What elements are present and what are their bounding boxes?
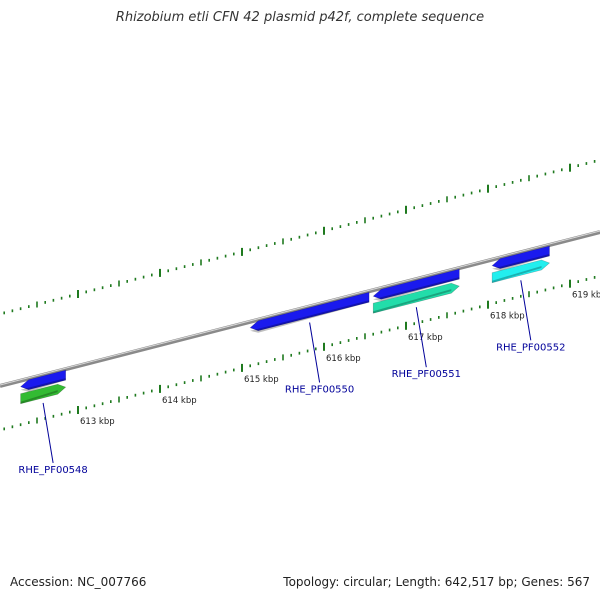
accession-text: Accession: NC_007766 [10, 575, 147, 589]
gene-label-leader [309, 322, 321, 383]
gene-rhe-pf00550-shade [250, 300, 370, 333]
gene-label[interactable]: RHE_PF00550 [285, 385, 354, 396]
gene-arrow-shade [492, 254, 550, 271]
upper-tick-row [3, 160, 596, 315]
tick-layer [3, 160, 596, 431]
scale-label: 615 kbp [244, 375, 279, 385]
scale-label: 617 kbp [408, 333, 443, 343]
gene-rhe-pf00550[interactable] [249, 291, 370, 332]
gene-layer [20, 245, 551, 405]
gene-rhe-pf00548[interactable] [20, 383, 67, 405]
gene-rhe-pf00551-shade [373, 289, 452, 314]
gene-rhe-pf00552-shade [492, 266, 542, 283]
gene-label[interactable]: RHE_PF00551 [392, 369, 461, 380]
sequence-summary: Topology: circular; Length: 642,517 bp; … [283, 575, 590, 589]
gene-arrow-shade [373, 277, 460, 302]
gene-label-leader [42, 402, 54, 463]
gene-label-leader [520, 280, 532, 341]
scale-label: 619 kbp [572, 291, 600, 301]
scale-label: 613 kbp [80, 417, 115, 427]
map-title: Rhizobium etli CFN 42 plasmid p42f, comp… [115, 10, 485, 25]
gene-rhe-pf00552[interactable] [491, 259, 551, 284]
genome-backbone-highlight [0, 230, 600, 386]
gene-arrow[interactable] [20, 369, 66, 391]
gene-rhe-pf00551[interactable] [372, 282, 460, 314]
gene-arrow-shade [20, 378, 66, 392]
gene-label[interactable]: RHE_PF00552 [496, 342, 565, 353]
scale-label: 618 kbp [490, 312, 525, 322]
gene-label-leader [415, 307, 427, 368]
scale-label: 616 kbp [326, 354, 361, 364]
gene-rhe-pf00548-shade [20, 390, 58, 404]
scale-label: 614 kbp [162, 396, 197, 406]
gene-arrow[interactable] [372, 268, 460, 300]
gene-label[interactable]: RHE_PF00548 [18, 465, 87, 476]
lower-tick-row [3, 276, 596, 431]
genome-backbone [0, 230, 600, 388]
label-layer: 613 kbp 614 kbp 615 kbp 616 kbp 617 kbp 618 k… [18, 280, 600, 476]
gene-arrow[interactable] [491, 245, 550, 269]
